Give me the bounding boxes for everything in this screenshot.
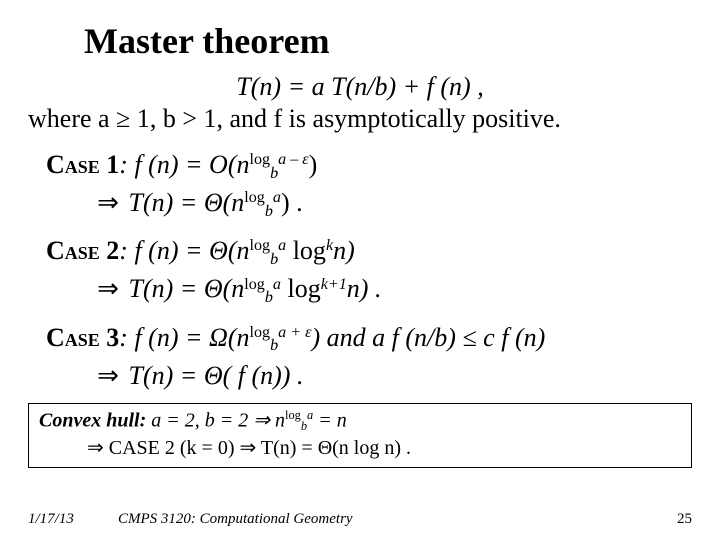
case-1: Case 1: f (n) = O(nlogba – ε) ⇒ T(n) = Θ…: [46, 148, 692, 224]
where-condition: where a ≥ 1, b > 1, and f is asymptotica…: [28, 104, 692, 134]
slide-footer: 1/17/13 CMPS 3120: Computational Geometr…: [28, 511, 692, 528]
case-1-label: Case 1: [46, 150, 119, 179]
case-3: Case 3: f (n) = Ω(nlogba + ε) and a f (n…: [46, 321, 692, 393]
slide-title: Master theorem: [84, 20, 692, 62]
case-2-label: Case 2: [46, 236, 119, 265]
recurrence-formula: T(n) = a T(n/b) + f (n) ,: [28, 72, 692, 102]
footer-course: CMPS 3120: Computational Geometry: [118, 511, 677, 528]
convex-hull-example: Convex hull: a = 2, b = 2 ⇒ nlogba = n ⇒…: [28, 403, 692, 468]
case-2: Case 2: f (n) = Θ(nlogba logkn) ⇒ T(n) =…: [46, 234, 692, 310]
case-3-label: Case 3: [46, 323, 119, 352]
convex-hull-title: Convex hull:: [39, 409, 146, 431]
footer-date: 1/17/13: [28, 511, 118, 528]
footer-page-number: 25: [677, 511, 692, 528]
